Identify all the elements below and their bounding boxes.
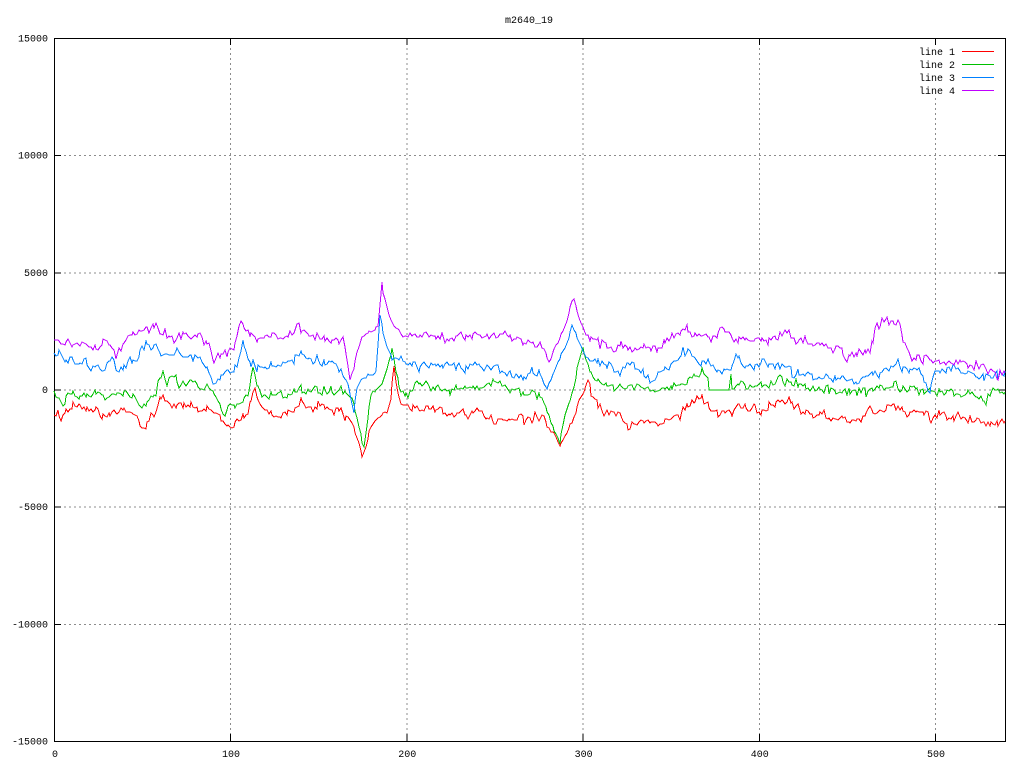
svg-text:line 3: line 3: [919, 73, 955, 85]
svg-text:m2640_19: m2640_19: [505, 16, 553, 27]
svg-text:400: 400: [751, 750, 769, 761]
svg-text:-5000: -5000: [18, 503, 48, 514]
svg-text:15000: 15000: [18, 35, 48, 46]
svg-text:10000: 10000: [18, 152, 48, 163]
svg-text:line 2: line 2: [919, 60, 955, 72]
svg-text:5000: 5000: [24, 269, 48, 280]
svg-text:line 1: line 1: [919, 47, 955, 59]
svg-text:-15000: -15000: [12, 738, 48, 749]
svg-text:line 4: line 4: [919, 86, 955, 98]
svg-text:0: 0: [52, 750, 58, 761]
svg-text:100: 100: [222, 750, 240, 761]
svg-text:500: 500: [927, 750, 945, 761]
svg-text:-10000: -10000: [12, 620, 48, 631]
svg-text:300: 300: [575, 750, 593, 761]
svg-text:200: 200: [398, 750, 416, 761]
svg-text:0: 0: [42, 386, 48, 397]
